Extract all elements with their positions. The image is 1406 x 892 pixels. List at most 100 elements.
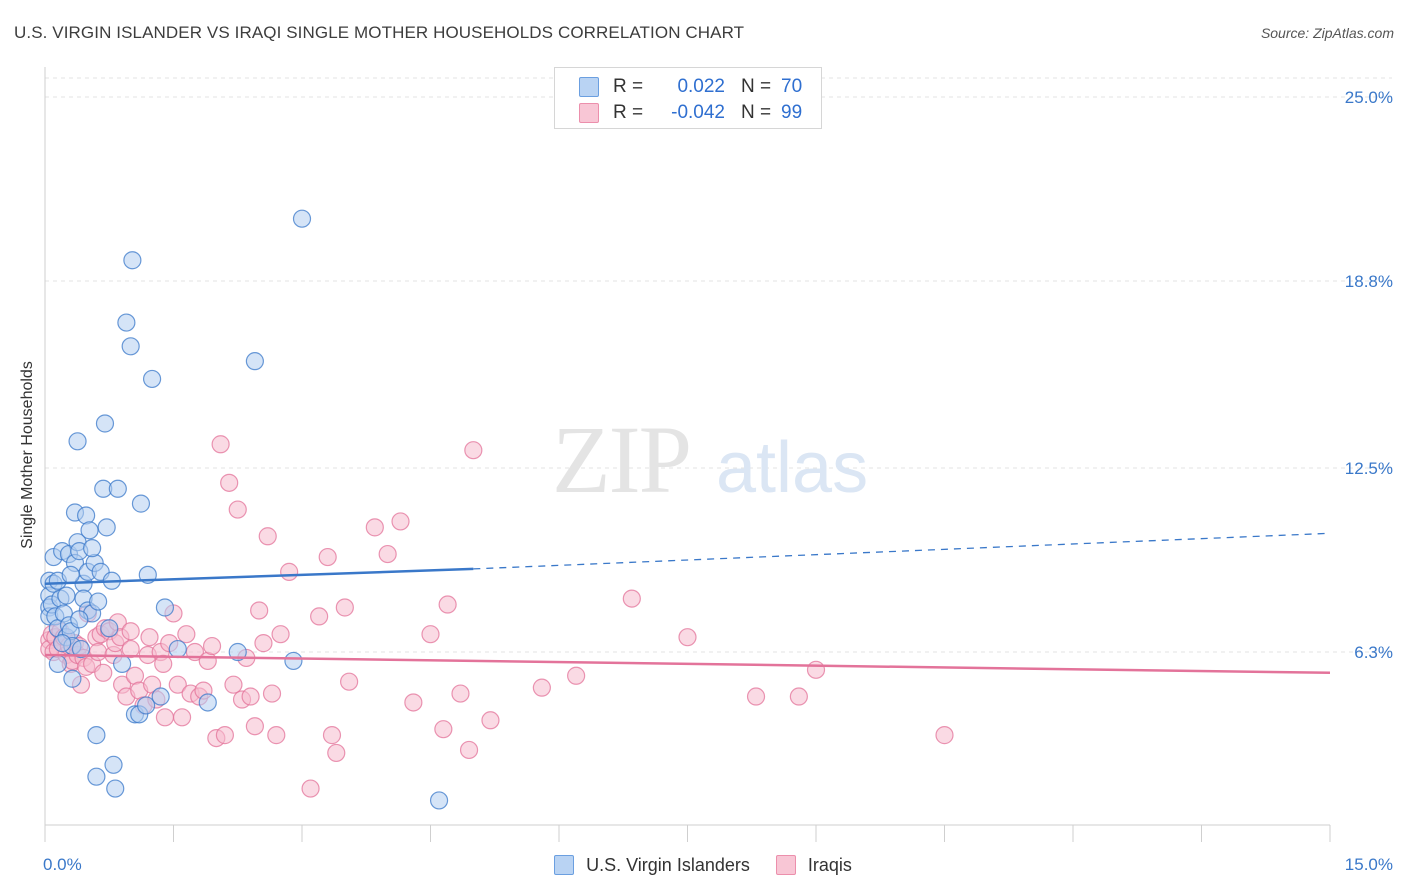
virgin-islanders-point bbox=[68, 432, 87, 451]
y-tick-label: 25.0% bbox=[1345, 88, 1393, 107]
iraqis-point bbox=[481, 711, 500, 730]
virgin-islanders-point bbox=[292, 209, 312, 228]
virgin-islanders-point bbox=[168, 639, 187, 659]
iraqis-point bbox=[365, 518, 384, 537]
virgin-islanders-point bbox=[100, 619, 119, 638]
iraqis-point bbox=[622, 589, 641, 608]
iraqis-point bbox=[318, 547, 337, 567]
virgin-islanders-point bbox=[87, 726, 106, 745]
virgin-islanders-point bbox=[63, 669, 82, 688]
virgin-islanders-point bbox=[89, 592, 108, 611]
virgin-islanders-point bbox=[97, 518, 116, 537]
virgin-islanders-point bbox=[104, 755, 123, 774]
virgin-islanders-point bbox=[198, 693, 217, 712]
iraqis-point bbox=[224, 675, 243, 694]
legend-row-virgin-islanders: R = 0.022 N = 70 bbox=[579, 74, 821, 100]
iraqis-point bbox=[438, 595, 457, 614]
iraqis-point bbox=[241, 687, 260, 706]
x-tick-label: 0.0% bbox=[43, 855, 82, 874]
y-tick-label: 12.5% bbox=[1345, 459, 1393, 478]
iraqis-point bbox=[254, 634, 273, 653]
iraqis-point bbox=[245, 717, 264, 736]
iraqis-point bbox=[140, 628, 159, 647]
watermark-atlas: atlas bbox=[716, 428, 868, 508]
iraqis-point bbox=[258, 527, 277, 546]
x-tick-label: 15.0% bbox=[1345, 855, 1393, 874]
virgin-islanders-point bbox=[284, 651, 303, 671]
source-label: Source: ZipAtlas.com bbox=[1260, 25, 1394, 41]
legend-r-label: R = bbox=[613, 76, 644, 97]
iraqis-point bbox=[267, 726, 286, 745]
virgin-islanders-point bbox=[228, 642, 247, 662]
virgin-islanders-trendline-extension bbox=[473, 532, 1331, 570]
iraqis-point bbox=[335, 598, 354, 617]
series-legend-item-virgin-islanders: U.S. Virgin Islanders bbox=[554, 855, 750, 876]
trend-layer bbox=[44, 532, 1331, 675]
iraqis-point bbox=[378, 544, 397, 564]
virgin-islanders-point bbox=[83, 539, 102, 558]
virgin-islanders-point bbox=[429, 791, 449, 810]
iraqis-point bbox=[327, 743, 346, 763]
iraqis-point bbox=[280, 562, 299, 581]
virgin-islanders-point bbox=[77, 506, 96, 525]
legend-r-value: -0.042 bbox=[671, 102, 725, 123]
iraqis-point bbox=[746, 687, 766, 706]
iraqis-point bbox=[202, 636, 222, 656]
iraqis-point bbox=[155, 708, 175, 727]
virgin-islanders-point bbox=[142, 369, 162, 389]
virgin-islanders-point bbox=[117, 313, 136, 332]
virgin-islanders-point bbox=[112, 654, 132, 673]
iraqis-point bbox=[310, 607, 329, 626]
iraqis-trendline bbox=[44, 653, 1331, 675]
virgin-islanders-point bbox=[48, 654, 67, 673]
iraqis-point bbox=[532, 678, 551, 697]
iraqis-point bbox=[404, 693, 423, 712]
iraqis-point bbox=[271, 625, 290, 644]
iraqis-point bbox=[322, 726, 342, 745]
legend-swatch-virgin-islanders bbox=[579, 77, 599, 97]
iraqis-point bbox=[220, 473, 239, 492]
virgin-islanders-point bbox=[131, 494, 151, 513]
virgin-islanders-point bbox=[95, 414, 115, 433]
virgin-islanders-point bbox=[71, 639, 91, 659]
legend: R = 0.022 N = 70 R = -0.042 N = 99 bbox=[554, 67, 822, 129]
iraqis-point bbox=[340, 672, 359, 691]
virgin-islanders-point bbox=[61, 565, 80, 584]
legend-r-value: 0.022 bbox=[677, 76, 725, 97]
series-legend: U.S. Virgin Islanders Iraqis bbox=[0, 852, 1406, 878]
series-legend-swatch bbox=[554, 855, 575, 875]
iraqis-point bbox=[121, 622, 140, 641]
iraqis-point bbox=[391, 512, 410, 531]
legend-r-label: R = bbox=[613, 102, 644, 123]
watermark-zip: ZIP bbox=[552, 406, 690, 513]
series-legend-label: Iraqis bbox=[807, 854, 852, 875]
iraqis-point bbox=[94, 663, 113, 682]
series-legend-item-iraqis: Iraqis bbox=[775, 854, 852, 876]
series-legend-swatch bbox=[775, 855, 796, 875]
iraqis-point bbox=[451, 684, 470, 703]
iraqis-point bbox=[806, 660, 826, 679]
iraqis-point bbox=[121, 639, 140, 659]
watermark: ZIP atlas bbox=[552, 406, 868, 513]
virgin-islanders-point bbox=[87, 767, 106, 786]
y-tick-label: 6.3% bbox=[1354, 643, 1393, 662]
iraqis-point bbox=[211, 435, 230, 454]
points-layer bbox=[40, 209, 954, 810]
iraqis-point bbox=[935, 726, 954, 745]
virgin-islanders-point bbox=[136, 696, 156, 715]
y-tick-label: 18.8% bbox=[1345, 272, 1393, 291]
iraqis-point bbox=[567, 666, 586, 685]
legend-row-iraqis: R = -0.042 N = 99 bbox=[579, 100, 821, 126]
chart-title: U.S. VIRGIN ISLANDER VS IRAQI SINGLE MOT… bbox=[14, 23, 745, 42]
virgin-islanders-point bbox=[155, 598, 175, 617]
virgin-islanders-point bbox=[57, 586, 76, 605]
legend-n-value: 99 bbox=[781, 102, 803, 123]
iraqis-point bbox=[421, 625, 440, 644]
axis-layer bbox=[44, 67, 1331, 842]
iraqis-point bbox=[459, 740, 479, 760]
virgin-islanders-trendline bbox=[44, 567, 474, 586]
iraqis-point bbox=[789, 687, 808, 706]
iraqis-point bbox=[177, 625, 196, 644]
iraqis-point bbox=[301, 779, 320, 798]
